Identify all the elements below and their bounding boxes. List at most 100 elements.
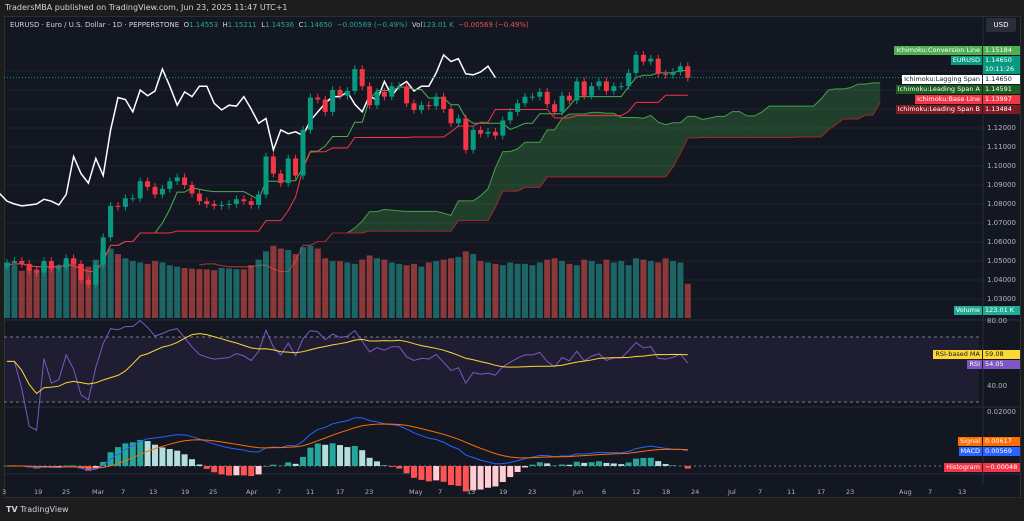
volume-bar <box>240 269 247 318</box>
ichimoku-cloud-segment <box>591 112 599 177</box>
ichimoku-cloud-segment <box>821 90 829 138</box>
volume-bar <box>677 262 684 318</box>
time-axis-tick: 7 <box>277 488 282 496</box>
volume-bar <box>485 262 491 318</box>
macd-histogram-bar <box>655 461 662 466</box>
currency-button[interactable]: USD <box>986 18 1016 32</box>
ichimoku-cloud-segment <box>724 111 733 138</box>
candle-body <box>500 120 506 136</box>
price-label: EURUSD <box>950 56 982 65</box>
volume-bar <box>499 265 506 318</box>
tradingview-logo[interactable]: TV TradingView <box>6 505 69 514</box>
candle-body <box>640 54 646 62</box>
candle-body <box>256 194 262 205</box>
candle-body <box>26 263 32 271</box>
candle-body <box>307 97 313 130</box>
candle-body <box>285 158 291 184</box>
macd-histogram-bar <box>603 462 610 466</box>
candle-body <box>507 111 513 121</box>
macd-histogram-bar <box>507 466 514 478</box>
volume-bar <box>122 258 129 318</box>
candle-body <box>404 86 410 104</box>
ichimoku-cloud-segment <box>606 113 614 177</box>
symbol-title[interactable]: EURUSD · Euro / U.S. Dollar · 1D · PEPPE… <box>10 21 180 29</box>
ichimoku-cloud-segment <box>621 117 629 177</box>
macd-histogram-bar <box>403 466 410 474</box>
spanB-label: Ichimoku:Leading Span B <box>895 105 982 114</box>
time-axis-tick: 25 <box>62 488 71 496</box>
volume-bar <box>70 259 77 318</box>
volume-bar <box>226 268 232 318</box>
macd-histogram-bar <box>647 457 654 466</box>
macd-histogram-bar <box>337 445 343 466</box>
ichimoku-cloud-segment <box>761 106 770 138</box>
candle-body <box>159 188 165 195</box>
ichimoku-cloud-segment <box>828 88 836 130</box>
ichimoku-cloud-segment <box>843 87 851 119</box>
macd-histogram-bar <box>662 463 669 466</box>
ichimoku-cloud-segment <box>436 211 444 232</box>
volume-bar <box>351 263 358 318</box>
candle-body <box>315 97 321 100</box>
ichimoku-cloud-segment <box>391 210 400 232</box>
candle-body <box>537 91 543 97</box>
volume-bar <box>174 266 181 318</box>
candle-body <box>4 262 10 267</box>
volume-bar <box>337 261 343 318</box>
candle-body <box>34 270 40 273</box>
ichimoku-cloud-segment <box>517 142 525 192</box>
macd-histogram-bar <box>514 466 521 472</box>
volume-bar <box>492 263 499 318</box>
volume-bar <box>551 258 558 318</box>
ichimoku-cloud-segment <box>747 115 755 138</box>
volume-bar <box>522 263 528 318</box>
price-value: 1.14650 <box>983 56 1020 65</box>
ichimoku-cloud-segment <box>636 117 644 177</box>
bar-countdown-timer: 10:11:26 <box>983 65 1020 74</box>
vol-value: 123.01 K <box>422 21 454 29</box>
volume-bar <box>144 263 151 318</box>
candle-body <box>100 237 106 265</box>
macd-histogram-bar <box>559 464 565 466</box>
time-axis-tick: 23 <box>365 488 374 496</box>
time-axis-tick: 25 <box>209 488 218 496</box>
ichimoku-cloud-segment <box>399 210 407 232</box>
price-axis-tick: 1.03000 <box>987 295 1016 303</box>
candle-body <box>566 95 572 101</box>
rsi-axis-tick: 40.00 <box>987 382 1008 390</box>
time-axis-tick: Jun <box>573 488 584 496</box>
conversion-value: 1.15184 <box>983 46 1020 55</box>
candle-body <box>137 181 143 199</box>
macd-histogram-bar <box>425 466 432 482</box>
macd-histogram-bar <box>255 466 262 475</box>
volume-bar <box>137 262 144 318</box>
volume-bar <box>181 268 188 318</box>
price-axis-tick: 1.07000 <box>987 219 1016 227</box>
candle-body <box>211 204 217 206</box>
candle-body <box>344 90 350 96</box>
candle-body <box>596 81 602 87</box>
volume-bar <box>684 283 691 318</box>
candle-body <box>322 99 328 112</box>
macd-histogram-bar <box>544 463 551 466</box>
ichimoku-cloud-segment <box>732 111 740 138</box>
macd-histogram-bar <box>522 466 528 468</box>
ichimoku-cloud-segment <box>665 122 673 177</box>
price-axis-tick: 1.12000 <box>987 124 1016 132</box>
candle-body <box>41 261 47 273</box>
volume-bar <box>640 259 647 318</box>
volume-bar <box>625 265 632 318</box>
volume-bar <box>26 268 33 318</box>
time-axis-tick: 24 <box>691 488 700 496</box>
ichimoku-leading-span-b <box>199 102 881 272</box>
price-axis-tick: 1.06000 <box>987 238 1016 246</box>
macd-histogram-bar <box>366 457 373 466</box>
ichimoku-cloud-segment <box>872 82 881 116</box>
macd-histogram-bar <box>529 464 536 466</box>
candle-body <box>463 118 469 150</box>
volume-bar <box>529 265 536 318</box>
high-value: 1.15211 <box>227 21 257 29</box>
candle-body <box>233 199 239 204</box>
macd-histogram-bar <box>292 463 299 466</box>
